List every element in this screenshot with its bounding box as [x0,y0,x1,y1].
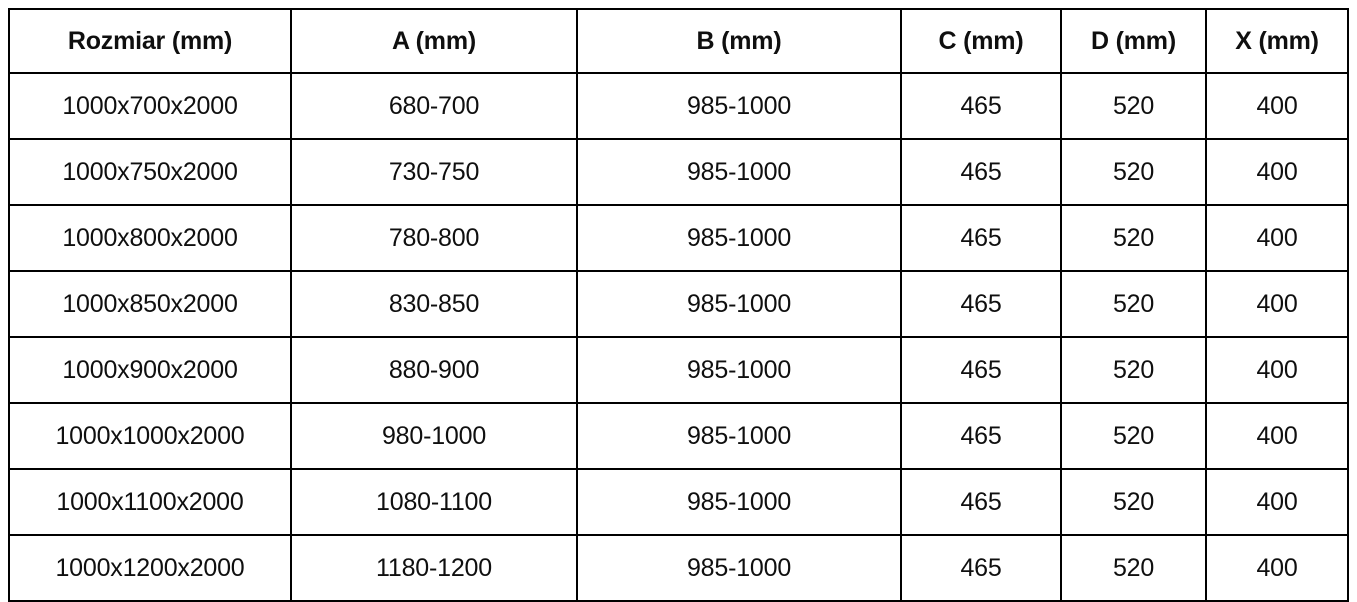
cell-x: 400 [1205,270,1349,338]
cell-x: 400 [1205,204,1349,272]
cell-size: 1000x850x2000 [8,270,292,338]
cell-a: 880-900 [290,336,578,404]
cell-c: 465 [900,72,1062,140]
table-row: 1000x750x2000 730-750 985-1000 465 520 4… [8,138,1349,206]
cell-c: 465 [900,468,1062,536]
cell-d: 520 [1060,402,1207,470]
table-row: 1000x850x2000 830-850 985-1000 465 520 4… [8,270,1349,338]
cell-d: 520 [1060,336,1207,404]
cell-a: 1180-1200 [290,534,578,602]
cell-d: 520 [1060,204,1207,272]
cell-x: 400 [1205,468,1349,536]
table-body: 1000x700x2000 680-700 985-1000 465 520 4… [8,72,1349,602]
cell-c: 465 [900,204,1062,272]
dimensions-table: Rozmiar (mm) A (mm) B (mm) C (mm) D (mm)… [8,8,1349,602]
cell-c: 465 [900,138,1062,206]
column-header-c: C (mm) [900,8,1062,74]
table-row: 1000x800x2000 780-800 985-1000 465 520 4… [8,204,1349,272]
cell-size: 1000x750x2000 [8,138,292,206]
cell-x: 400 [1205,336,1349,404]
table-row: 1000x1000x2000 980-1000 985-1000 465 520… [8,402,1349,470]
cell-d: 520 [1060,72,1207,140]
cell-a: 680-700 [290,72,578,140]
cell-b: 985-1000 [576,336,902,404]
cell-size: 1000x1000x2000 [8,402,292,470]
cell-x: 400 [1205,534,1349,602]
cell-c: 465 [900,534,1062,602]
cell-d: 520 [1060,270,1207,338]
cell-a: 980-1000 [290,402,578,470]
cell-size: 1000x1100x2000 [8,468,292,536]
cell-a: 830-850 [290,270,578,338]
table-header: Rozmiar (mm) A (mm) B (mm) C (mm) D (mm)… [8,8,1349,74]
cell-x: 400 [1205,72,1349,140]
column-header-d: D (mm) [1060,8,1207,74]
cell-d: 520 [1060,138,1207,206]
cell-b: 985-1000 [576,402,902,470]
column-header-size: Rozmiar (mm) [8,8,292,74]
column-header-b: B (mm) [576,8,902,74]
cell-b: 985-1000 [576,138,902,206]
cell-c: 465 [900,336,1062,404]
table-row: 1000x1100x2000 1080-1100 985-1000 465 52… [8,468,1349,536]
cell-size: 1000x1200x2000 [8,534,292,602]
cell-b: 985-1000 [576,72,902,140]
table-header-row: Rozmiar (mm) A (mm) B (mm) C (mm) D (mm)… [8,8,1349,74]
cell-size: 1000x700x2000 [8,72,292,140]
cell-a: 780-800 [290,204,578,272]
cell-d: 520 [1060,534,1207,602]
cell-b: 985-1000 [576,270,902,338]
cell-a: 1080-1100 [290,468,578,536]
cell-b: 985-1000 [576,468,902,536]
cell-size: 1000x900x2000 [8,336,292,404]
cell-size: 1000x800x2000 [8,204,292,272]
column-header-a: A (mm) [290,8,578,74]
table-row: 1000x1200x2000 1180-1200 985-1000 465 52… [8,534,1349,602]
cell-a: 730-750 [290,138,578,206]
cell-d: 520 [1060,468,1207,536]
cell-c: 465 [900,270,1062,338]
cell-c: 465 [900,402,1062,470]
cell-x: 400 [1205,402,1349,470]
spec-table-container: Rozmiar (mm) A (mm) B (mm) C (mm) D (mm)… [8,8,1349,602]
table-row: 1000x700x2000 680-700 985-1000 465 520 4… [8,72,1349,140]
cell-x: 400 [1205,138,1349,206]
cell-b: 985-1000 [576,204,902,272]
column-header-x: X (mm) [1205,8,1349,74]
table-row: 1000x900x2000 880-900 985-1000 465 520 4… [8,336,1349,404]
cell-b: 985-1000 [576,534,902,602]
